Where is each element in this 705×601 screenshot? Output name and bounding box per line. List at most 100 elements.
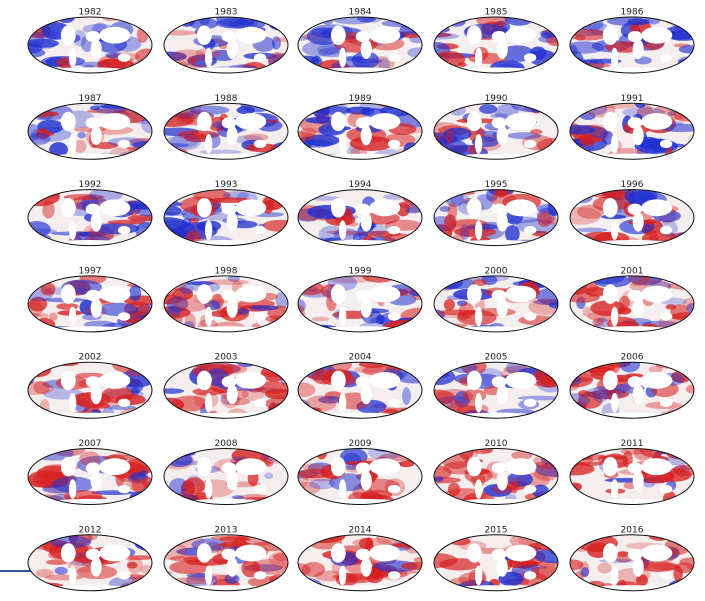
land: [497, 298, 508, 318]
anomaly: [45, 574, 83, 580]
land: [91, 126, 102, 146]
land: [361, 471, 372, 491]
land: [641, 372, 672, 389]
land: [524, 312, 536, 320]
figure: 1982198319841985198619871988198919901991…: [0, 0, 705, 601]
anomaly: [597, 563, 611, 574]
land: [331, 112, 346, 132]
land: [99, 113, 130, 130]
land: [205, 479, 212, 499]
land: [339, 134, 346, 154]
land: [641, 113, 672, 130]
land: [361, 126, 372, 146]
land: [524, 140, 536, 148]
land: [118, 485, 130, 493]
land: [660, 571, 672, 579]
land: [339, 220, 346, 240]
map-title: 1986: [621, 8, 644, 18]
map-title: 1988: [215, 94, 238, 104]
land: [497, 471, 508, 491]
land: [254, 53, 266, 61]
land: [99, 545, 130, 562]
land: [227, 39, 238, 59]
land: [505, 372, 536, 389]
map-title: 1989: [349, 94, 372, 104]
land: [467, 543, 482, 563]
land: [361, 212, 372, 232]
land: [660, 485, 672, 493]
map-title: 2004: [349, 353, 372, 363]
anomaly: [232, 495, 244, 499]
map-title: 2009: [349, 439, 372, 449]
land: [118, 312, 130, 320]
land: [197, 112, 212, 132]
land: [99, 286, 130, 303]
anomaly: [398, 461, 414, 467]
land: [61, 371, 76, 391]
land: [91, 471, 102, 491]
land: [91, 385, 102, 405]
land: [611, 393, 618, 413]
land: [388, 312, 400, 320]
land: [388, 226, 400, 234]
land: [369, 372, 400, 389]
map-title: 1998: [215, 266, 238, 276]
map-title: 1993: [215, 180, 238, 190]
land: [61, 25, 76, 45]
land: [611, 134, 618, 154]
anomaly: [546, 217, 558, 225]
anomaly: [406, 208, 421, 214]
land: [197, 371, 212, 391]
land: [475, 307, 482, 327]
land: [69, 134, 76, 154]
anomaly: [180, 284, 194, 295]
land: [331, 284, 346, 304]
anomaly: [267, 119, 279, 123]
land: [497, 39, 508, 59]
land: [467, 371, 482, 391]
land: [524, 571, 536, 579]
anomaly: [627, 18, 650, 25]
anomaly: [127, 557, 143, 574]
land: [235, 372, 266, 389]
land: [369, 113, 400, 130]
anomaly: [372, 568, 381, 578]
land: [369, 458, 400, 475]
map-title: 1992: [79, 180, 102, 190]
anomaly: [250, 305, 280, 310]
anomaly: [221, 365, 247, 374]
land: [505, 27, 536, 44]
map-title: 1997: [79, 266, 102, 276]
anomaly: [237, 308, 249, 315]
map-title: 1983: [215, 8, 238, 18]
land: [205, 48, 212, 68]
land: [118, 571, 130, 579]
map-title: 2012: [79, 525, 102, 535]
land: [388, 485, 400, 493]
land: [633, 385, 644, 405]
land: [641, 545, 672, 562]
land: [91, 212, 102, 232]
anomaly: [311, 317, 329, 321]
land: [388, 53, 400, 61]
land: [361, 39, 372, 59]
anomaly: [458, 62, 467, 67]
map-title: 1994: [349, 180, 372, 190]
land: [331, 371, 346, 391]
land: [611, 479, 618, 499]
anomaly: [434, 476, 443, 482]
anomaly: [448, 482, 460, 496]
land: [361, 385, 372, 405]
land: [603, 112, 618, 132]
land: [227, 212, 238, 232]
land: [254, 312, 266, 320]
map-title: 2001: [621, 266, 644, 276]
land: [254, 399, 266, 407]
anomaly: [462, 389, 486, 402]
anomaly: [188, 56, 197, 64]
land: [235, 113, 266, 130]
land: [235, 199, 266, 216]
land: [197, 198, 212, 218]
land: [524, 485, 536, 493]
land: [475, 566, 482, 586]
